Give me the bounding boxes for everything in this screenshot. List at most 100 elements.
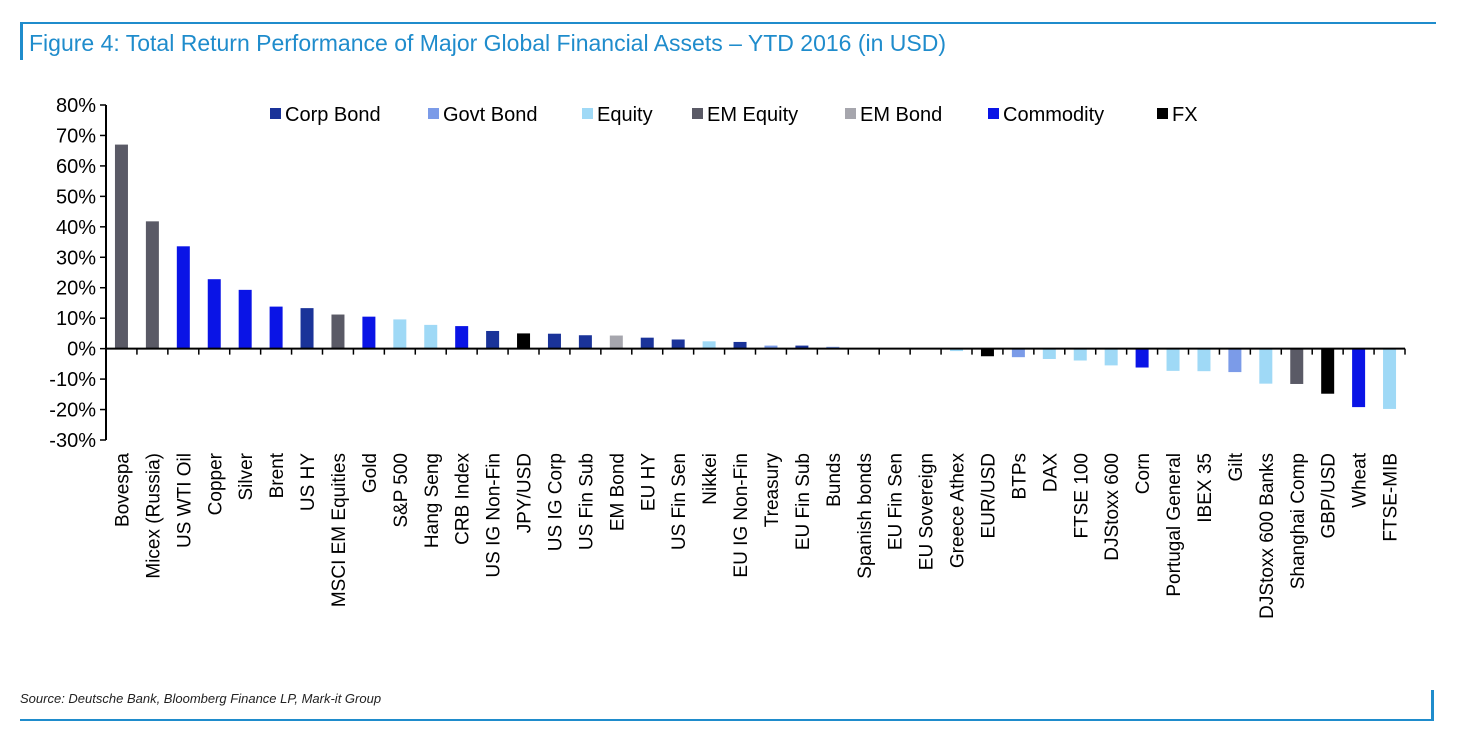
x-category-label: EU HY [638,453,659,511]
x-category-label: US WTI Oil [174,453,195,548]
bar-us-hy [300,308,314,349]
title-bar: Figure 4: Total Return Performance of Ma… [20,22,1436,60]
x-category-label: Greece Athex [948,453,969,569]
legend-label: EM Equity [707,104,798,126]
x-category-label: BTPs [1009,453,1030,499]
bar-brent [269,306,283,349]
x-category-label: MSCI EM Equities [329,453,350,607]
title-tick [20,22,23,60]
legend-label: Equity [597,104,653,126]
y-tick-label: 70% [56,125,96,147]
bar-eu-hy [640,337,654,349]
bar-eu-fin-sub [795,345,809,349]
x-category-label: Nikkei [700,453,721,505]
bar-us-ig-corp [547,333,561,349]
x-category-label: EU Fin Sub [793,453,814,550]
bar-portugal-general [1166,348,1180,371]
y-tick-label: 30% [56,247,96,269]
x-category-label: Bovespa [112,453,133,527]
legend-swatch [582,108,593,119]
x-category-label: EM Bond [607,453,628,531]
x-category-label: Corn [1133,453,1154,494]
bar-chart: 80% 70% 60% 50% 40% 30% 20% 10% 0% -10% -20% -30% Bo… [49,95,1406,619]
x-category-label: Wheat [1350,452,1371,508]
x-category-label: Micex (Russia) [143,453,164,579]
bar-treasury [764,345,778,349]
x-category-label: Gilt [1226,452,1247,481]
bar-us-fin-sub [578,335,592,349]
bar-corn [1135,348,1149,368]
x-category-label: Hang Seng [422,453,443,548]
x-category-label: DJStoxx 600 Banks [1257,453,1278,619]
bar-bovespa [114,144,128,349]
y-tick-label: 10% [56,308,96,330]
title-rule [20,22,1436,24]
bar-eur-usd [980,348,994,357]
bottom-tick [1431,690,1434,721]
x-category-label: EU Sovereign [917,453,938,570]
bar-us-ig-non-fin [486,330,500,349]
x-category-label: JPY/USD [515,453,536,533]
x-category-label: FTSE 100 [1071,453,1092,539]
y-tick-label: 0% [67,339,96,361]
legend-swatch [988,108,999,119]
x-category-label: US Fin Sen [669,453,690,550]
x-category-label: IBEX 35 [1195,453,1216,523]
bar-jpy-usd [517,333,531,349]
x-category-label: Gold [360,453,381,493]
x-category-label: DAX [1040,453,1061,492]
legend-swatch [270,108,281,119]
bar-ibex-35 [1197,348,1211,372]
bar-gilt [1228,348,1242,373]
bar-em-bond [609,335,623,349]
y-tick-label: 60% [56,156,96,178]
bar-gold [362,316,376,349]
bar-us-wti-oil [176,246,190,349]
x-category-label: US HY [298,453,319,511]
chart-title: Figure 4: Total Return Performance of Ma… [29,30,947,56]
bar-gbp-usd [1321,348,1335,394]
bar-us-fin-sen [671,339,685,349]
y-tick-label: 20% [56,278,96,300]
x-category-label: EU IG Non-Fin [731,453,752,578]
x-category-label: US IG Non-Fin [484,453,505,578]
bar-silver [238,289,252,349]
y-tick-label: -20% [49,400,96,422]
bar-shanghai-comp [1290,348,1304,384]
x-category-label: Shanghai Comp [1288,453,1309,589]
x-category-label: EU Fin Sen [886,453,907,550]
x-category-label: US Fin Sub [576,453,597,550]
legend-label: Corp Bond [285,104,381,126]
x-category-label: Brent [267,452,288,498]
x-category-label: GBP/USD [1319,453,1340,539]
x-category-label: CRB Index [453,453,474,545]
bar-micex-russia- [145,221,159,349]
legend-label: EM Bond [860,104,942,126]
source-note: Source: Deutsche Bank, Bloomberg Finance… [20,691,382,706]
bar-crb-index [455,326,469,349]
x-category-label: FTSE-MIB [1381,453,1402,542]
legend-label: Commodity [1003,104,1104,126]
bar-hang-seng [424,324,438,349]
x-category-label: EUR/USD [978,453,999,539]
bar-copper [207,279,221,349]
bar-ftse-mib [1383,348,1397,409]
y-tick-label: 50% [56,186,96,208]
bar-ftse-100 [1073,348,1087,361]
bar-nikkei [702,341,716,349]
bar-wheat [1352,348,1366,408]
x-category-label: Portugal General [1164,453,1185,597]
bar-btps [1011,348,1025,358]
bar-djstoxx-600 [1104,348,1118,366]
bottom-rule [20,719,1434,721]
x-category-label: Spanish bonds [855,453,876,579]
legend-swatch [1157,108,1168,119]
bar-djstoxx-600-banks [1259,348,1273,384]
x-category-label: Bunds [824,453,845,507]
x-category-label: DJStoxx 600 [1102,453,1123,561]
y-tick-label: -10% [49,369,96,391]
y-tick-label: 80% [56,95,96,117]
x-category-label: Silver [236,452,257,500]
x-category-label: Treasury [762,453,783,528]
legend-swatch [845,108,856,119]
